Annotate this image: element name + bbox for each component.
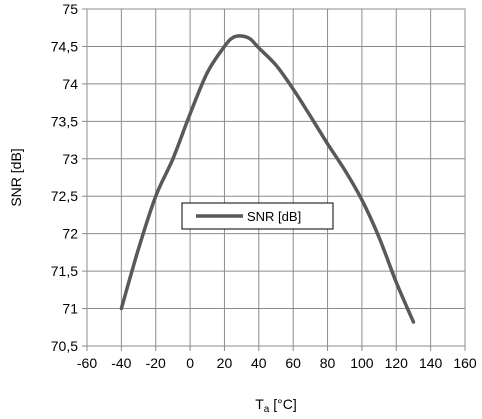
x-tick-label: -20 bbox=[146, 355, 166, 371]
y-tick-label: 72 bbox=[62, 226, 78, 242]
legend-label: SNR [dB] bbox=[247, 209, 301, 224]
x-tick-label: 20 bbox=[217, 355, 233, 371]
plot-frame bbox=[86, 8, 466, 347]
x-tick-label: 100 bbox=[350, 355, 374, 371]
y-tick-label: 75 bbox=[62, 1, 78, 17]
x-tick-label: 60 bbox=[285, 355, 301, 371]
x-axis-title-main: T bbox=[255, 396, 264, 412]
y-axis-title: SNR [dB] bbox=[8, 148, 24, 206]
grid-layer bbox=[86, 8, 466, 347]
tick-label-layer: -60 -40 -20 0 20 40 60 80 100 120 140 160 70,5 71 71,5… bbox=[51, 1, 477, 371]
y-tick-label: 73 bbox=[62, 151, 78, 167]
x-tick-label: -60 bbox=[77, 355, 97, 371]
x-axis-title-subscript: a bbox=[264, 404, 270, 415]
x-axis-title-unit: [°C] bbox=[269, 396, 296, 412]
y-tick-label: 74 bbox=[62, 76, 78, 92]
series-line-snr bbox=[119, 34, 416, 324]
y-tick-label: 70,5 bbox=[51, 338, 78, 354]
x-tick-label: 140 bbox=[419, 355, 443, 371]
axis-layer bbox=[82, 8, 466, 351]
x-tick-label: 80 bbox=[320, 355, 336, 371]
y-tick-label: 71,5 bbox=[51, 263, 78, 279]
y-tick-label: 71 bbox=[62, 301, 78, 317]
x-tick-label: -40 bbox=[111, 355, 131, 371]
x-axis-title: Ta [°C] bbox=[255, 396, 297, 415]
legend: SNR [dB] bbox=[181, 202, 334, 230]
y-tick-label: 72,5 bbox=[51, 188, 78, 204]
y-tick-label: 74,5 bbox=[51, 38, 78, 54]
x-tick-label: 120 bbox=[385, 355, 409, 371]
x-tick-label: 0 bbox=[186, 355, 194, 371]
series-layer bbox=[119, 34, 416, 324]
y-tick-label: 73,5 bbox=[51, 113, 78, 129]
x-tick-label: 160 bbox=[453, 355, 477, 371]
x-tick-label: 40 bbox=[251, 355, 267, 371]
